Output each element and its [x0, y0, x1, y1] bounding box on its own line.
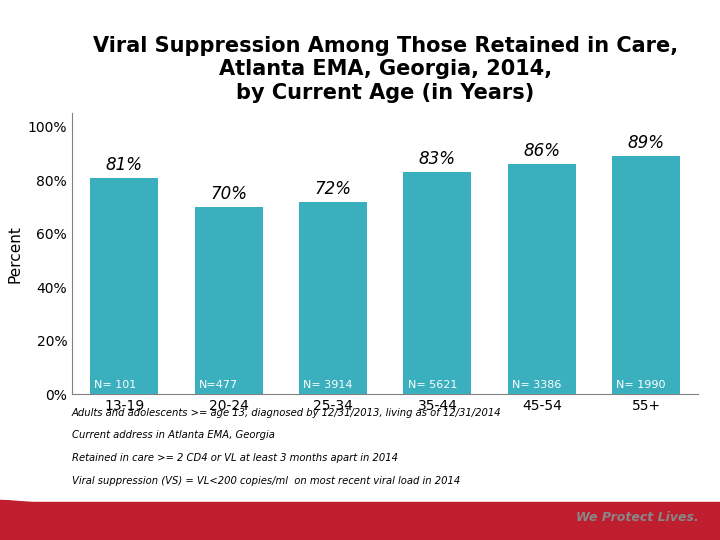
Text: 86%: 86% [523, 142, 560, 160]
Text: N= 101: N= 101 [94, 380, 137, 390]
Text: Current address in Atlanta EMA, Georgia: Current address in Atlanta EMA, Georgia [72, 430, 275, 441]
Ellipse shape [0, 500, 270, 540]
Text: Adults and adolescents >= age 13, diagnosed by 12/31/2013, living as of 12/31/20: Adults and adolescents >= age 13, diagno… [72, 408, 502, 418]
Text: N= 1990: N= 1990 [616, 380, 666, 390]
Bar [403, 172, 472, 394]
Bar [508, 164, 576, 394]
Text: Viral Suppression Among Those Retained in Care,
Atlanta EMA, Georgia, 2014,
by C: Viral Suppression Among Those Retained i… [93, 36, 678, 103]
FancyBboxPatch shape [0, 502, 720, 540]
Bar [194, 207, 263, 394]
Text: N= 3386: N= 3386 [512, 380, 562, 390]
Text: 70%: 70% [210, 185, 247, 203]
Text: 83%: 83% [419, 150, 456, 168]
Text: 89%: 89% [628, 134, 665, 152]
Bar [299, 201, 367, 394]
Text: 81%: 81% [106, 156, 143, 173]
Bar [90, 178, 158, 394]
Text: N= 5621: N= 5621 [408, 380, 457, 390]
Bar [612, 156, 680, 394]
Text: 72%: 72% [315, 180, 351, 198]
Text: Viral suppression (VS) = VL<200 copies/ml  on most recent viral load in 2014: Viral suppression (VS) = VL<200 copies/m… [72, 476, 460, 486]
Text: N= 3914: N= 3914 [303, 380, 353, 390]
Text: N=477: N=477 [199, 380, 238, 390]
Text: Retained in care >= 2 CD4 or VL at least 3 months apart in 2014: Retained in care >= 2 CD4 or VL at least… [72, 453, 398, 463]
Text: We Protect Lives.: We Protect Lives. [576, 511, 698, 524]
Y-axis label: Percent: Percent [7, 225, 22, 283]
